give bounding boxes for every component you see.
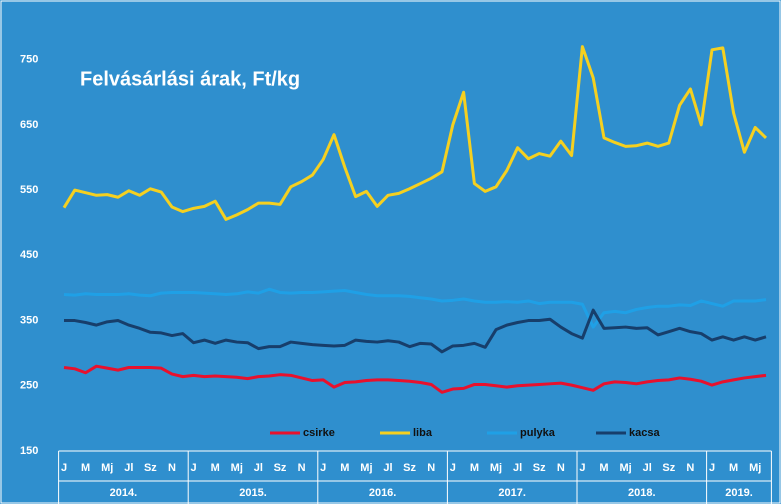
x-tick-label: M	[81, 462, 90, 474]
y-tick-label: 350	[20, 314, 38, 326]
series-line	[63, 364, 767, 394]
legend-label: csirke	[303, 427, 335, 439]
x-tick-label: Jl	[124, 462, 133, 474]
legend-label: kacsa	[629, 427, 660, 439]
x-tick-label: J	[191, 462, 197, 474]
x-tick-label: N	[168, 462, 176, 474]
x-tick-label: Mj	[490, 462, 502, 474]
x-tick-label: Jl	[254, 462, 263, 474]
y-tick-label: 750	[20, 54, 38, 66]
x-tick-label: J	[320, 462, 326, 474]
x-tick-label: Sz	[403, 462, 416, 474]
x-tick-label: N	[686, 462, 694, 474]
x-tick-label: M	[470, 462, 479, 474]
year-label: 2015.	[239, 487, 267, 499]
year-label: 2019.	[725, 487, 753, 499]
y-tick-label: 150	[20, 445, 38, 457]
series-line	[62, 45, 768, 221]
y-tick-label: 450	[20, 249, 38, 261]
x-tick-label: Mj	[619, 462, 631, 474]
year-label: 2014.	[110, 487, 138, 499]
x-tick-label: J	[450, 462, 456, 474]
year-label: 2017.	[498, 487, 526, 499]
x-tick-label: Sz	[144, 462, 157, 474]
y-tick-label: 550	[20, 184, 38, 196]
x-tick-label: N	[298, 462, 306, 474]
x-tick-label: Sz	[274, 462, 287, 474]
x-tick-label: Mj	[360, 462, 372, 474]
x-tick-label: M	[599, 462, 608, 474]
x-tick-label: J	[61, 462, 67, 474]
x-tick-label: Sz	[662, 462, 675, 474]
x-tick-label: Jl	[383, 462, 392, 474]
x-tick-label: Mj	[231, 462, 243, 474]
x-tick-label: M	[340, 462, 349, 474]
year-label: 2018.	[628, 487, 656, 499]
y-tick-label: 250	[20, 380, 38, 392]
x-tick-label: N	[557, 462, 565, 474]
x-tick-label: M	[729, 462, 738, 474]
x-tick-label: Sz	[533, 462, 546, 474]
x-tick-label: Jl	[513, 462, 522, 474]
x-tick-label: Mj	[749, 462, 761, 474]
year-label: 2016.	[369, 487, 397, 499]
x-tick-label: J	[709, 462, 715, 474]
legend-label: liba	[413, 427, 433, 439]
series-line	[64, 308, 767, 354]
x-tick-label: Jl	[643, 462, 652, 474]
legend-label: pulyka	[520, 427, 556, 439]
x-tick-label: N	[427, 462, 435, 474]
series-line	[63, 287, 767, 329]
x-tick-label: J	[579, 462, 585, 474]
chart-title: Felvásárlási árak, Ft/kg	[80, 68, 300, 90]
y-tick-label: 650	[20, 119, 38, 131]
x-tick-label: M	[211, 462, 220, 474]
x-tick-label: Mj	[101, 462, 113, 474]
